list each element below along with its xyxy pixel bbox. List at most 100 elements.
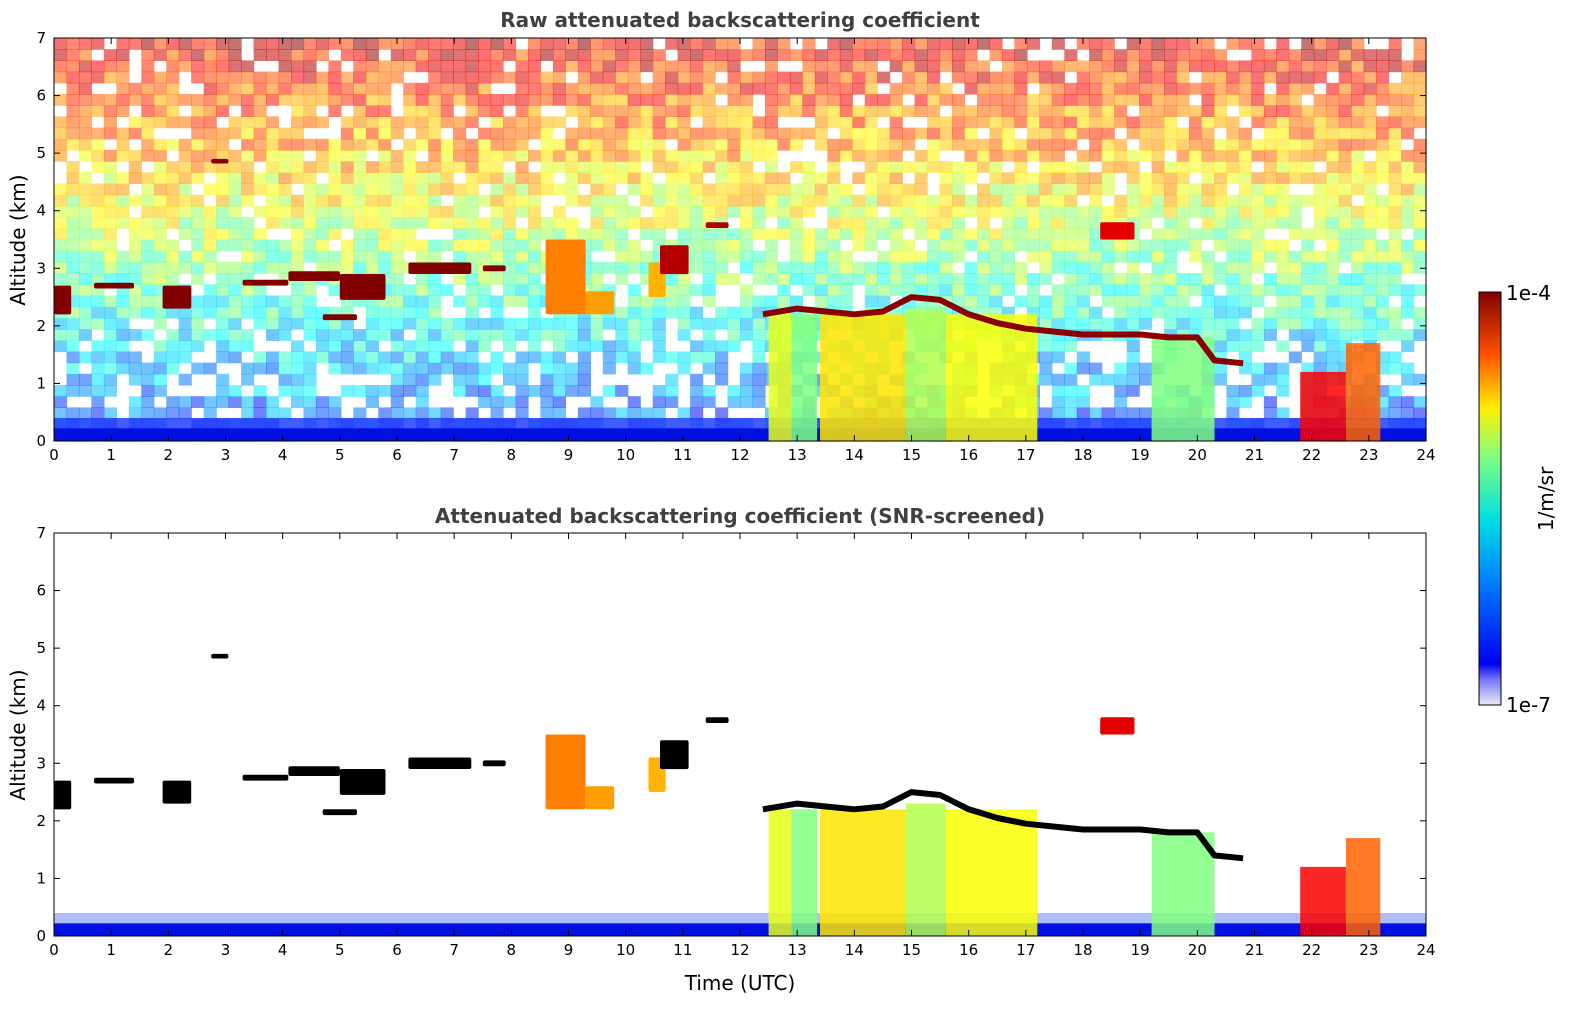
- noise-cell: [128, 38, 142, 50]
- noise-cell: [528, 351, 542, 364]
- noise-cell: [1126, 351, 1140, 364]
- noise-cell: [503, 149, 517, 162]
- noise-cell: [141, 82, 155, 95]
- noise-cell: [852, 138, 866, 151]
- noise-cell: [1301, 250, 1315, 263]
- noise-cell: [1139, 127, 1153, 140]
- noise-cell: [1338, 194, 1352, 207]
- noise-cell: [1401, 94, 1415, 106]
- noise-cell: [1064, 273, 1078, 285]
- noise-cell: [278, 183, 292, 196]
- noise-cell: [228, 172, 242, 185]
- noise-cell: [266, 351, 280, 364]
- noise-cell: [540, 183, 554, 196]
- noise-cell: [1114, 385, 1128, 397]
- noise-cell: [977, 138, 991, 151]
- noise-cell: [640, 317, 654, 330]
- noise-cell: [253, 149, 267, 162]
- noise-cell: [1413, 149, 1427, 162]
- noise-cell: [1338, 273, 1352, 285]
- noise-cell: [1076, 149, 1090, 162]
- noise-cell: [328, 38, 342, 50]
- noise-cell: [1363, 94, 1377, 106]
- noise-cell: [1039, 340, 1053, 353]
- noise-cell: [266, 94, 280, 106]
- noise-cell: [54, 261, 68, 274]
- noise-cell: [1301, 340, 1315, 353]
- noise-cell: [839, 149, 853, 162]
- noise-cell: [1026, 105, 1040, 117]
- noise-cell: [902, 71, 916, 84]
- noise-cell: [602, 217, 616, 229]
- noise-cell: [528, 105, 542, 117]
- noise-cell: [1288, 317, 1302, 330]
- y-tick-label: 5: [36, 639, 46, 657]
- noise-cell: [128, 362, 142, 375]
- noise-cell: [315, 116, 329, 129]
- noise-cell: [353, 71, 367, 84]
- noise-cell: [1176, 295, 1190, 308]
- noise-cell: [1388, 138, 1402, 151]
- noise-cell: [228, 205, 242, 218]
- noise-cell: [927, 228, 941, 241]
- noise-cell: [365, 82, 379, 95]
- noise-cell: [278, 351, 292, 364]
- noise-cell: [353, 228, 367, 241]
- noise-cell: [1114, 205, 1128, 218]
- noise-cell: [353, 239, 367, 252]
- noise-cell: [964, 205, 978, 218]
- noise-cell: [1101, 284, 1115, 297]
- noise-cell: [503, 94, 517, 106]
- noise-cell: [1051, 250, 1065, 263]
- noise-cell: [1388, 362, 1402, 375]
- noise-cell: [91, 407, 105, 420]
- noise-cell: [1251, 250, 1265, 263]
- noise-cell: [752, 183, 766, 196]
- noise-cell: [652, 407, 666, 420]
- noise-cell: [952, 217, 966, 229]
- noise-cell: [453, 161, 467, 173]
- noise-cell: [1001, 205, 1015, 218]
- noise-cell: [528, 183, 542, 196]
- noise-cell: [715, 38, 729, 50]
- noise-cell: [1101, 205, 1115, 218]
- noise-cell: [902, 138, 916, 151]
- noise-cell: [777, 194, 791, 207]
- noise-cell: [1238, 60, 1252, 73]
- noise-cell: [789, 49, 803, 61]
- noise-cell: [1076, 60, 1090, 73]
- noise-cell: [378, 172, 392, 185]
- noise-cell: [216, 351, 230, 364]
- noise-cell: [914, 217, 928, 229]
- noise-cell: [1276, 317, 1290, 330]
- noise-cell: [1089, 138, 1103, 151]
- noise-cell: [1076, 317, 1090, 330]
- noise-cell: [814, 49, 828, 61]
- noise-cell: [528, 71, 542, 84]
- noise-cell: [103, 149, 117, 162]
- noise-cell: [415, 306, 429, 319]
- noise-cell: [141, 396, 155, 408]
- noise-cell: [1051, 239, 1065, 252]
- noise-cell: [54, 116, 68, 129]
- noise-cell: [1189, 127, 1203, 140]
- noise-cell: [253, 172, 267, 185]
- noise-cell: [340, 340, 354, 353]
- noise-cell: [1214, 239, 1228, 252]
- cloud-layer: [545, 239, 586, 315]
- noise-cell: [1251, 362, 1265, 375]
- noise-cell: [615, 127, 629, 140]
- noise-cell: [1101, 183, 1115, 196]
- noise-cell: [1351, 273, 1365, 285]
- noise-cell: [665, 306, 679, 319]
- noise-cell: [490, 351, 504, 364]
- noise-cell: [490, 205, 504, 218]
- noise-cell: [552, 49, 566, 61]
- noise-cell: [266, 362, 280, 375]
- noise-cell: [66, 172, 80, 185]
- noise-cell: [1076, 161, 1090, 173]
- noise-cell: [378, 105, 392, 117]
- noise-cell: [291, 94, 305, 106]
- x-tick-label: 19: [1131, 446, 1150, 464]
- noise-cell: [652, 340, 666, 353]
